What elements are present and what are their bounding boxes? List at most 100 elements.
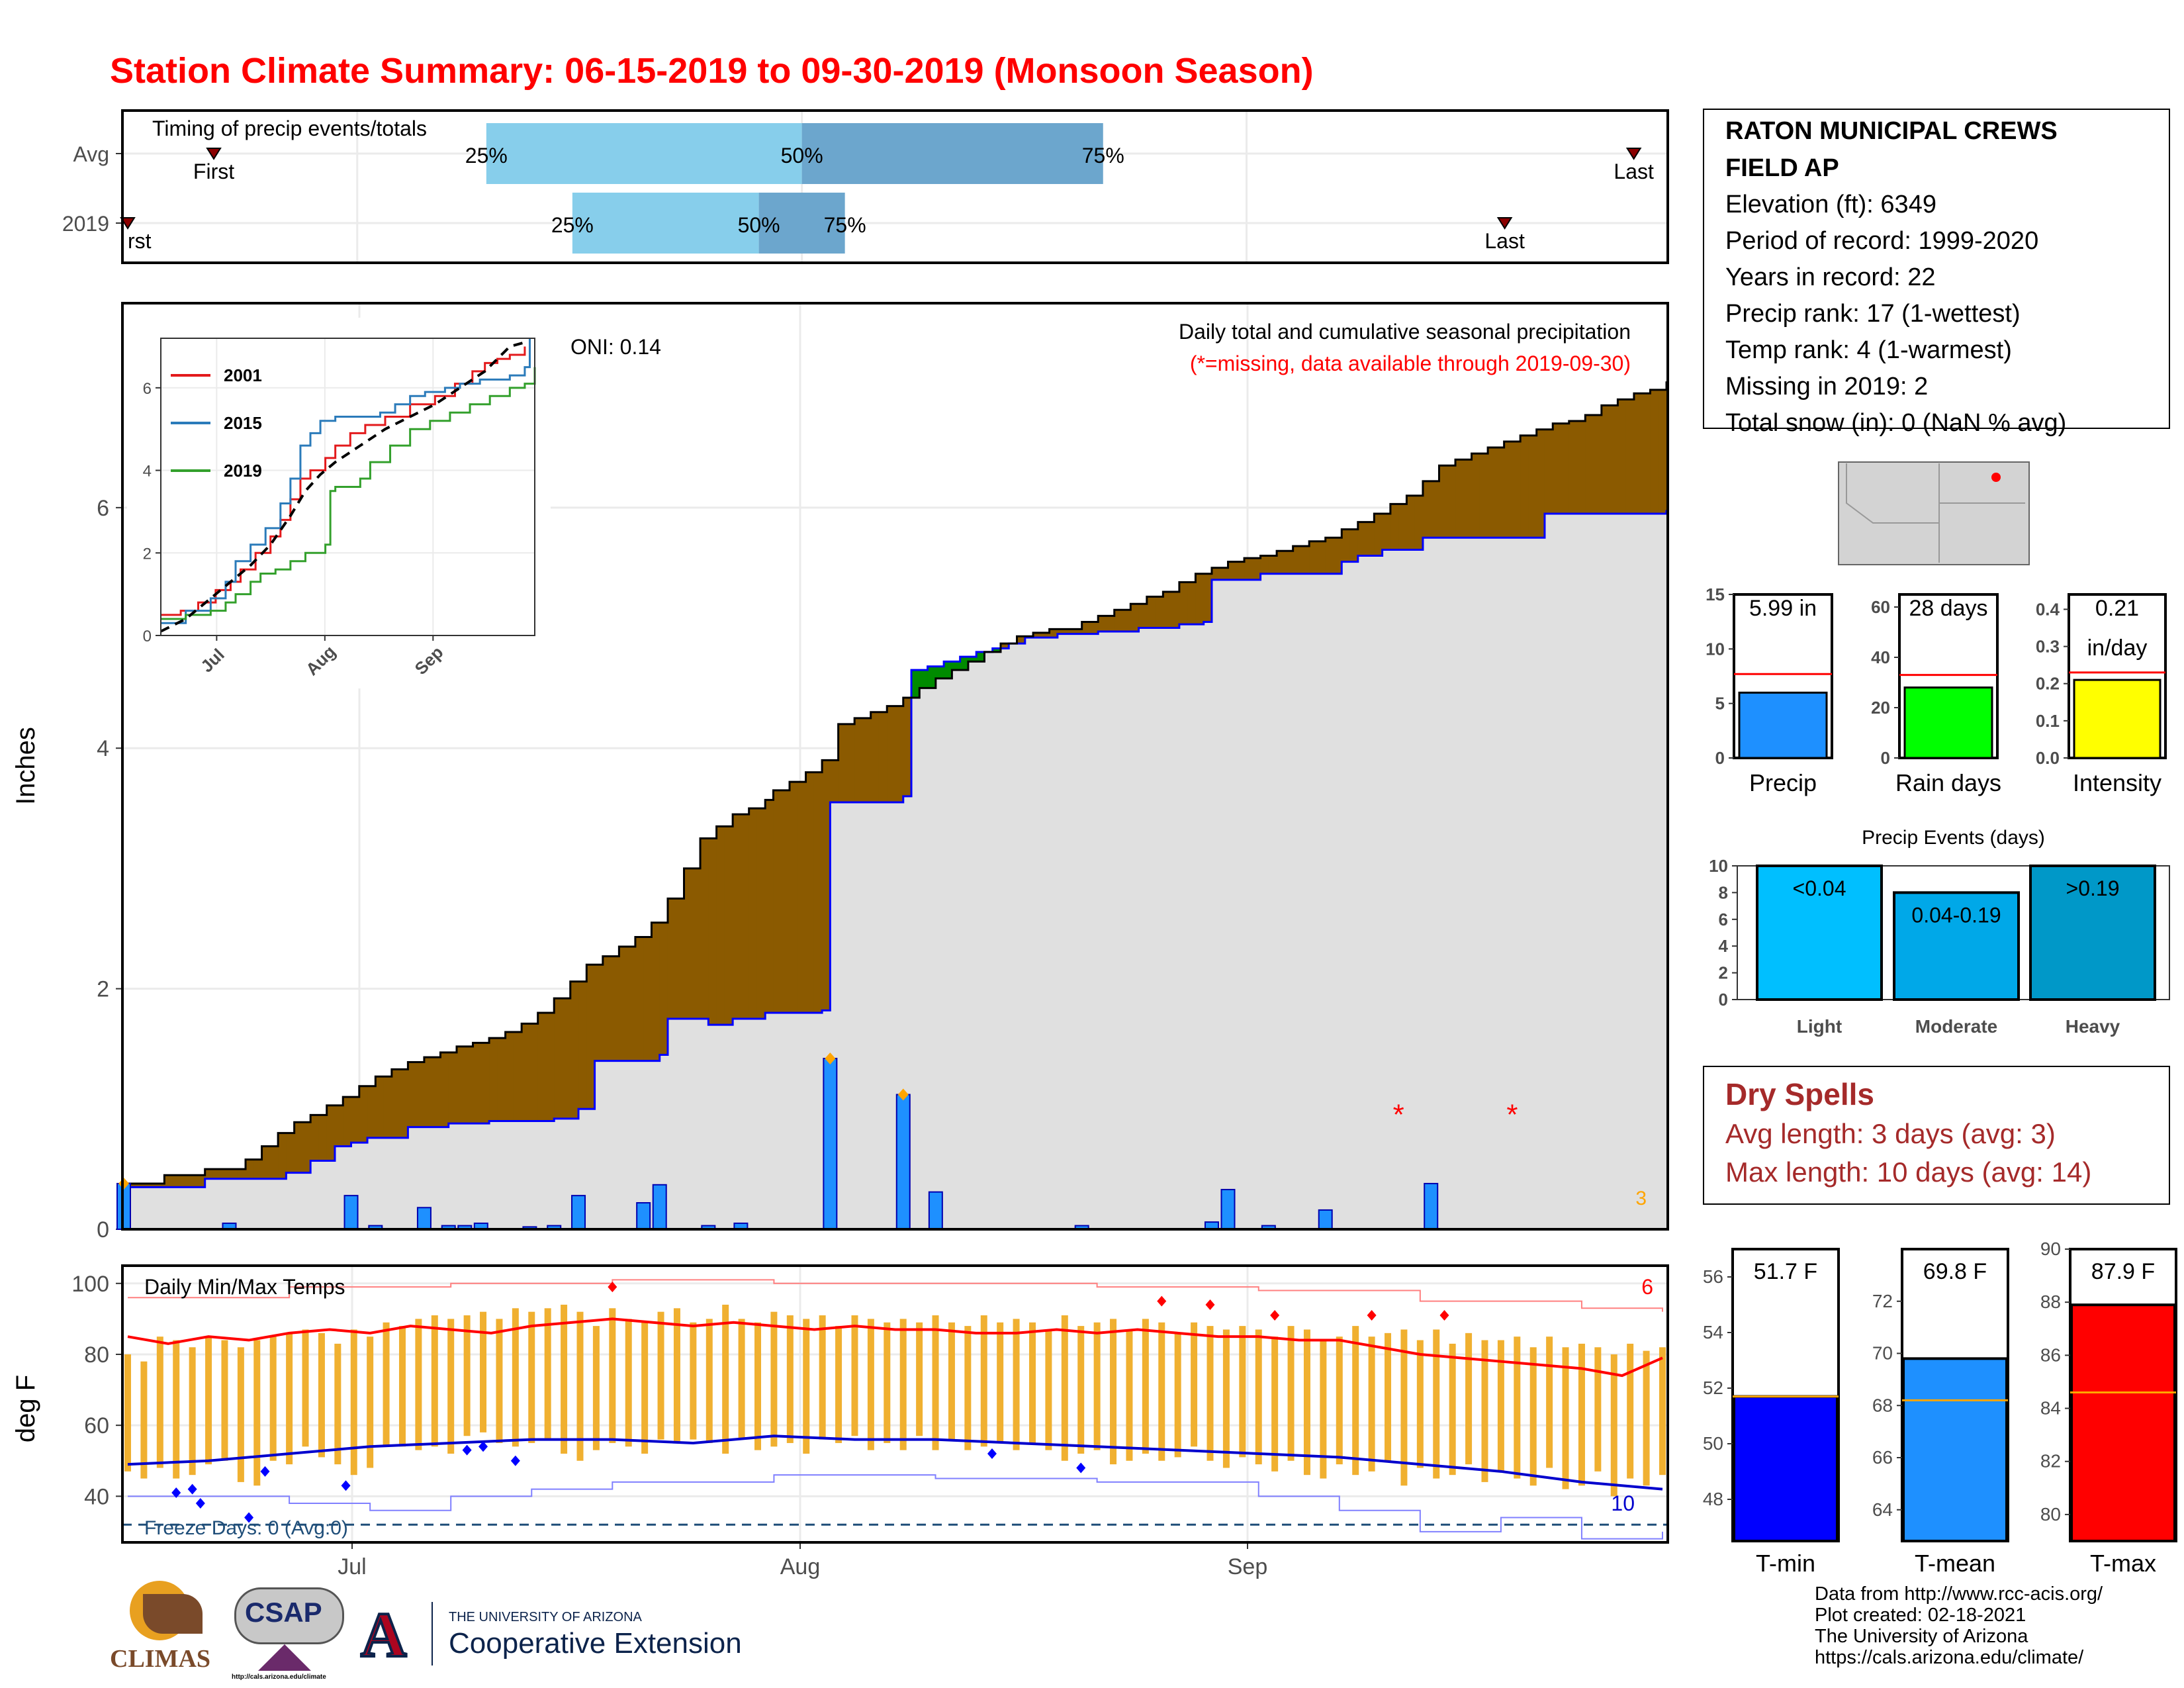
precip-above-avg: [716, 826, 725, 1025]
temp-daily-range-bar: [1093, 1322, 1101, 1450]
precip-above-avg: [1536, 429, 1545, 538]
temp-daily-range-bar: [1126, 1329, 1133, 1461]
precip-above-avg: [570, 981, 579, 1119]
temp-daily-range-bar: [819, 1315, 826, 1440]
precip-above-avg: [140, 1183, 149, 1188]
precip-above-avg: [1033, 632, 1042, 638]
precip-above-avg: [1000, 643, 1009, 649]
tbar-y-tick-label: 56: [1703, 1266, 1723, 1287]
timing-last-label: Last: [1484, 229, 1525, 253]
precip-above-avg: [1081, 622, 1091, 634]
precip-missing-marker: *: [1393, 1098, 1404, 1131]
totals-y-tick-label: 20: [1871, 698, 1890, 718]
temp-daily-range-bar: [286, 1333, 293, 1465]
temp-record-low-marker: [1076, 1462, 1086, 1474]
tbar-y-tick-label: 88: [2040, 1291, 2061, 1312]
precip-above-avg: [1138, 604, 1148, 628]
precip-above-avg: [383, 1076, 392, 1138]
temp-daily-range-bar: [1352, 1326, 1359, 1476]
temp-daily-range-bar: [1271, 1336, 1279, 1472]
temp-daily-range-bar: [173, 1340, 180, 1479]
totals-y-tick-label: 15: [1706, 585, 1725, 604]
precip-above-avg: [1277, 551, 1285, 574]
temp-daily-range-bar: [576, 1311, 584, 1461]
tbar-value-label: 69.8 F: [1923, 1259, 1987, 1284]
tbar-y-tick-label: 72: [1872, 1291, 1893, 1311]
totals-y-tick-label: 0.2: [2036, 674, 2060, 694]
inset-bg: [127, 318, 551, 688]
precip-panel-frame: [121, 302, 1669, 1231]
precip-above-avg: [562, 998, 571, 1119]
precip-above-avg: [205, 1169, 214, 1179]
inset-y-tick-label: 0: [143, 628, 152, 645]
precip-above-avg: [1414, 495, 1424, 550]
precip-above-avg: [148, 1183, 157, 1188]
precip-above-avg: [700, 838, 709, 1019]
temp-daily-range-bar: [415, 1319, 422, 1450]
precip-above-avg: [180, 1175, 189, 1188]
tbar-y-tick-label: 84: [2040, 1398, 2061, 1419]
precip-above-avg: [878, 712, 887, 803]
timing-row-label: Avg: [73, 142, 109, 166]
timing-p75-label: 75%: [824, 213, 866, 237]
temp-record-low-marker: [462, 1444, 472, 1456]
temp-daily-range-bar: [1336, 1336, 1343, 1465]
events-bar: [1756, 865, 1883, 1001]
station-years: Years in record: 22: [1725, 263, 1936, 291]
precip-above-avg: [367, 1086, 376, 1138]
precip-above-avg: [903, 697, 912, 796]
precip-above-avg: [635, 937, 644, 1061]
precip-cumulative-line: [124, 381, 1668, 1185]
precip-above-avg: [522, 1023, 530, 1121]
precip-oni: ONI: 0.14: [570, 335, 661, 359]
temp-daily-range-bar: [1174, 1333, 1181, 1458]
precip-daily-bar: [652, 1184, 667, 1230]
station-elevation: Elevation (ft): 6349: [1725, 191, 1936, 218]
station-info-box: RATON MUNICIPAL CREWS FIELD AP Elevation…: [1703, 109, 2170, 437]
precip-above-avg: [1512, 441, 1521, 538]
temp-daily-range-bar: [657, 1311, 664, 1440]
temp-daily-range-bar: [367, 1336, 374, 1468]
precip-above-avg: [1455, 459, 1464, 538]
precip-avg-area: [124, 510, 1666, 1229]
precip-below-avg: [927, 666, 936, 688]
temp-avg-min-line: [127, 1434, 1663, 1491]
temp-record-low-marker: [260, 1466, 270, 1477]
precip-above-avg: [221, 1169, 230, 1179]
temp-daily-range-bar: [561, 1304, 568, 1454]
precip-above-avg: [278, 1133, 287, 1179]
totals-value-label: 5.99 in: [1749, 596, 1817, 621]
precip-above-avg: [416, 1062, 425, 1127]
precip-below-avg: [935, 666, 944, 679]
precip-above-avg: [578, 981, 587, 1109]
totals-value-bar: [1903, 686, 1993, 759]
precip-above-avg: [805, 772, 815, 1013]
climas-logo: CLIMAS: [110, 1581, 216, 1680]
precip-above-avg: [684, 868, 693, 1019]
precip-below-avg: [911, 670, 920, 698]
temp-daily-range-bar: [770, 1311, 778, 1447]
precip-above-avg: [391, 1069, 400, 1138]
temp-daily-range-bar: [754, 1322, 762, 1450]
precip-daily-bar: [823, 1058, 838, 1230]
precip-above-avg: [1163, 592, 1172, 628]
totals-value-bar: [1738, 691, 1828, 759]
events-bin-label: >0.19: [2066, 876, 2120, 900]
temp-daily-range-bar: [1320, 1340, 1327, 1479]
precip-avg-line: [124, 510, 1668, 1188]
totals-y-tick-label: 0: [1715, 748, 1725, 768]
precip-above-avg: [1633, 393, 1643, 514]
precip-title: Daily total and cumulative seasonal prec…: [1179, 320, 1631, 344]
precip-daily-bar: [1424, 1182, 1439, 1231]
events-y-tick-label: 10: [1709, 856, 1728, 876]
temp-daily-range-bar: [1578, 1343, 1585, 1486]
temp-y-tick-label: 60: [84, 1413, 109, 1438]
precip-above-avg: [545, 1012, 555, 1121]
precip-y-tick-label: 6: [97, 496, 109, 521]
precip-above-avg: [1471, 453, 1480, 538]
precip-above-avg: [708, 838, 717, 1025]
timing-last-label: Last: [1614, 160, 1654, 183]
tbar-y-tick-label: 82: [2040, 1451, 2061, 1472]
precip-above-avg: [781, 790, 790, 1013]
precip-above-avg: [1342, 529, 1351, 562]
